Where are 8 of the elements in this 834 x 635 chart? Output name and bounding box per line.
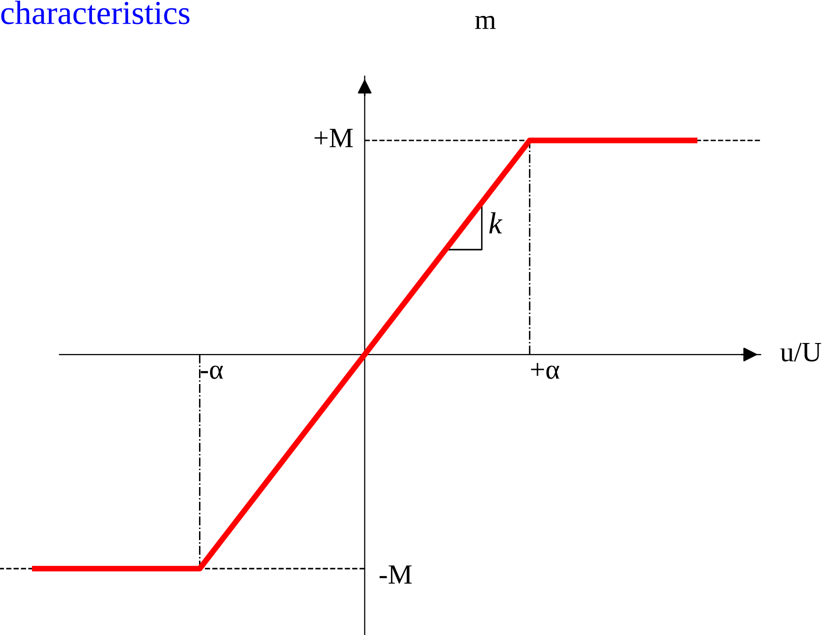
ref-line-label: +M [314, 128, 353, 148]
x-axis-title: u/U [780, 342, 822, 362]
chart-title: characteristics [1, 0, 190, 24]
x-tick-label: +α [531, 362, 560, 379]
y-axis-title: m [475, 16, 496, 29]
annotation: k [489, 212, 502, 234]
x-tick-label: -α [200, 366, 223, 379]
ref-line-label: -M [380, 565, 412, 584]
